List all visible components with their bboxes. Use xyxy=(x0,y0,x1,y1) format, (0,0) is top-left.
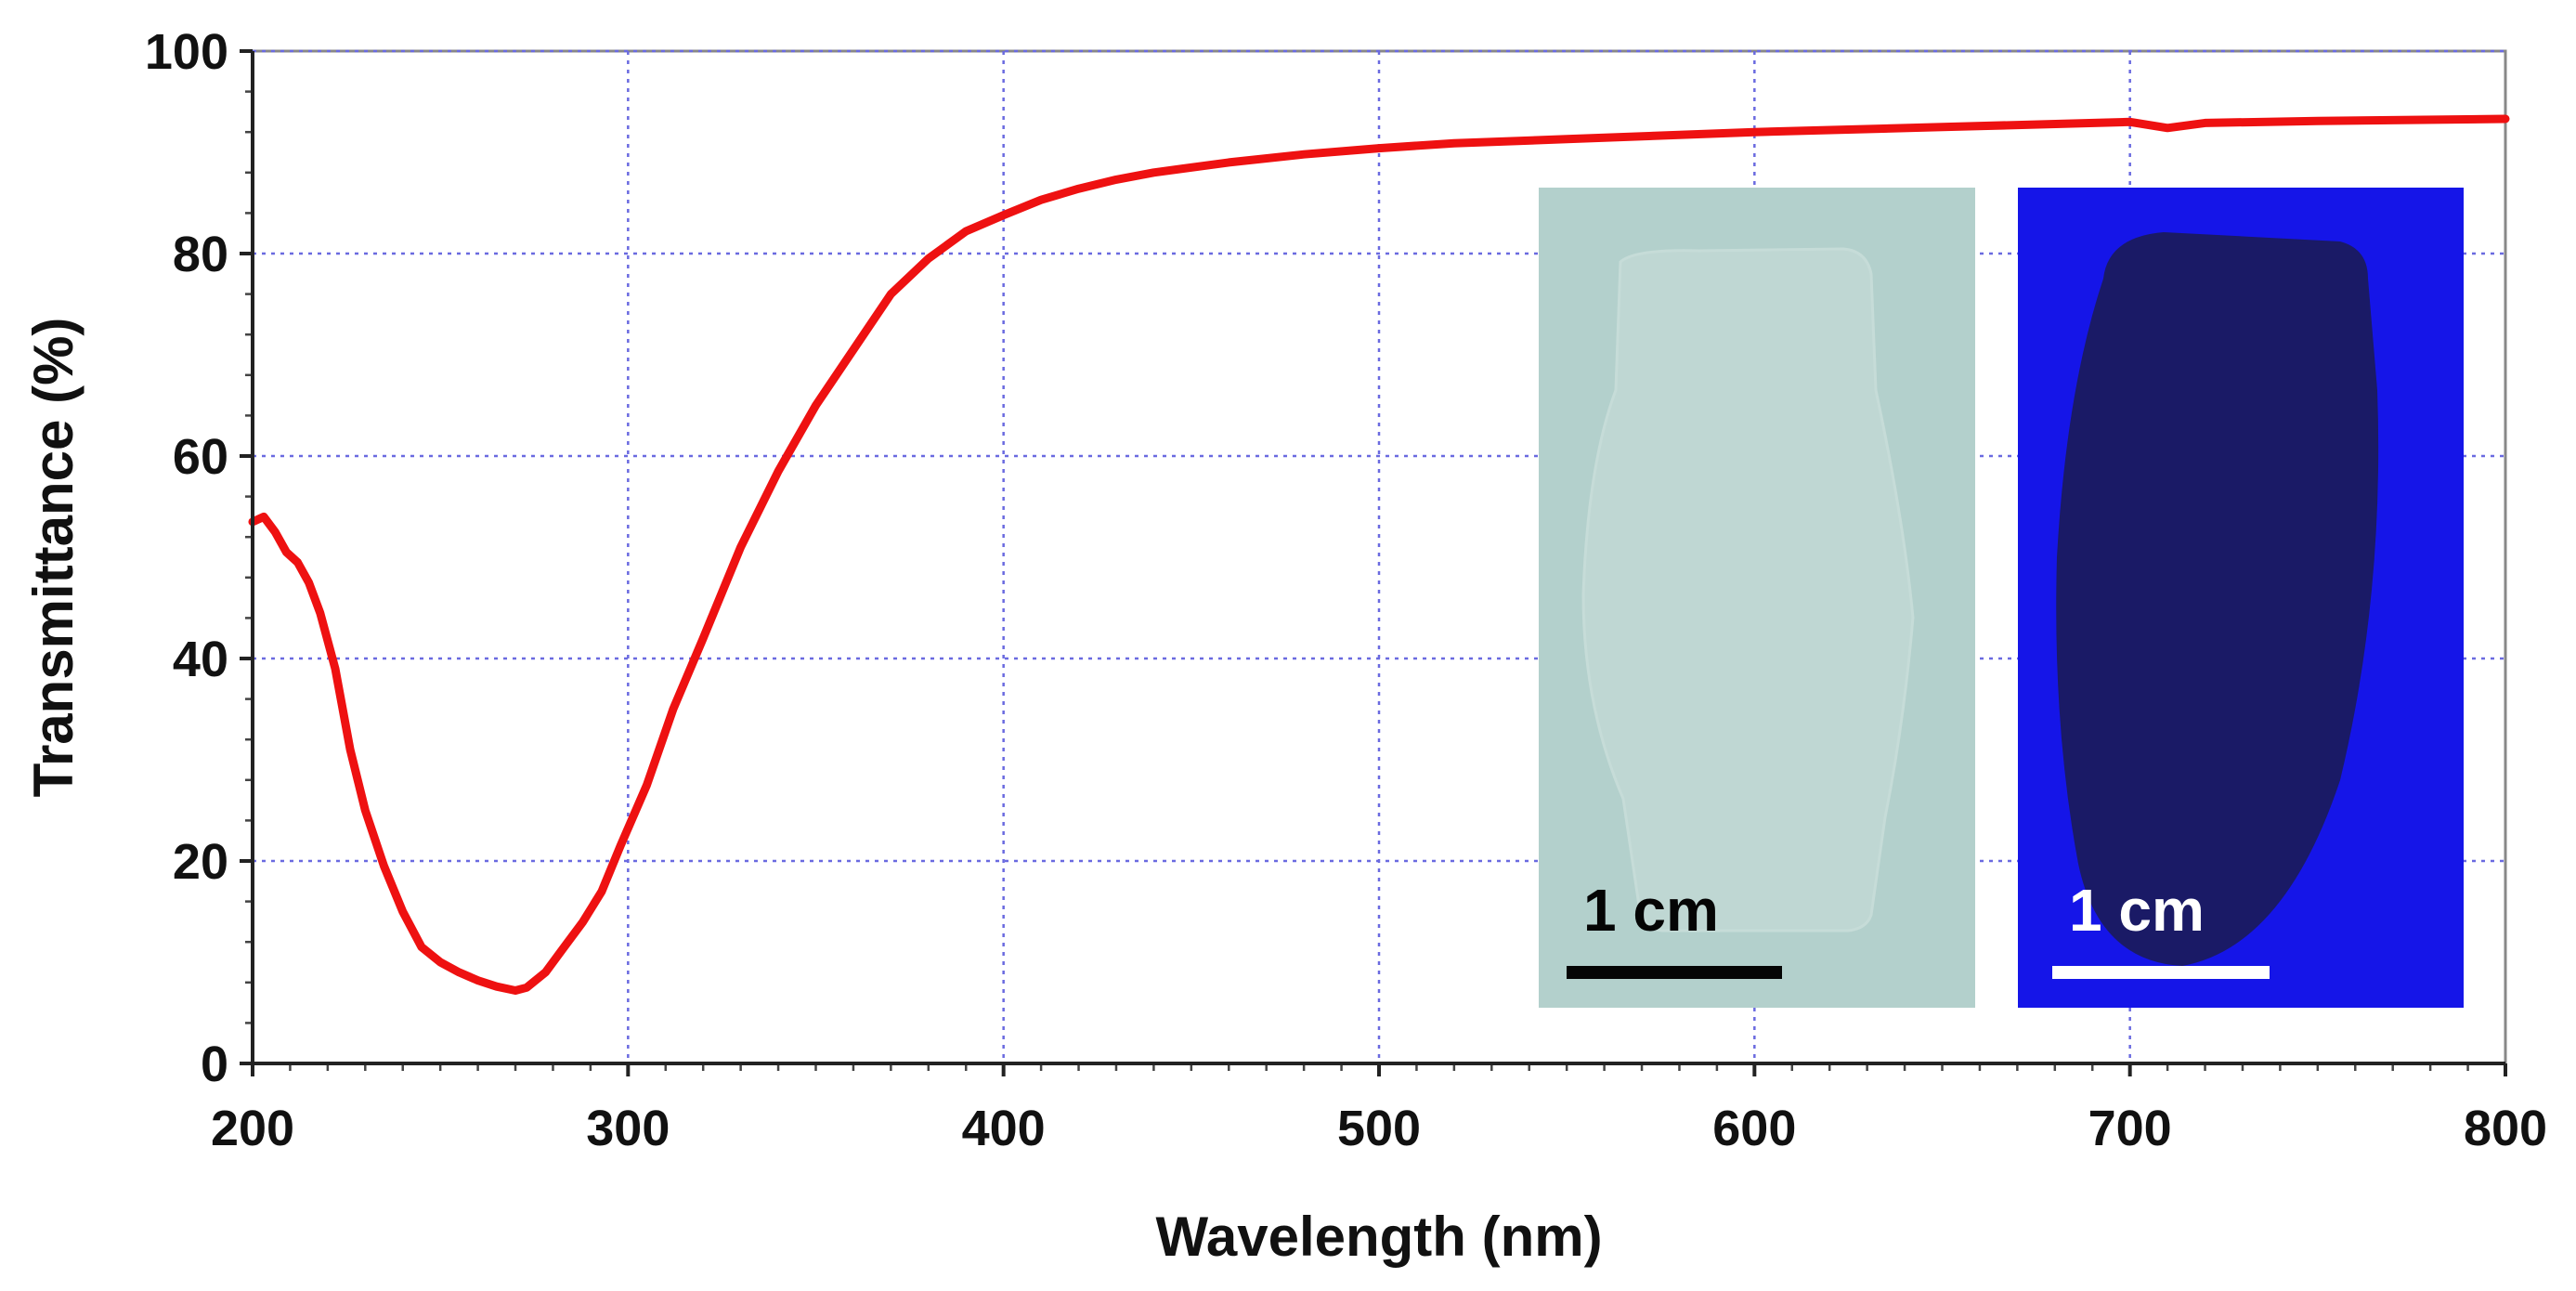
y-tick-label: 20 xyxy=(173,834,228,890)
x-axis-title: Wavelength (nm) xyxy=(1155,1206,1602,1268)
x-tick-label: 400 xyxy=(962,1101,1046,1156)
x-tick-label: 500 xyxy=(1337,1101,1421,1156)
y-tick-labels: 0 20 40 60 80 100 xyxy=(145,24,228,1092)
film-sample-uv xyxy=(2056,232,2379,966)
minor-ticks xyxy=(240,49,2507,1076)
scale-bar-black xyxy=(1567,966,1782,979)
scale-label-uv: 1 cm xyxy=(2069,877,2205,944)
x-tick-label: 200 xyxy=(211,1101,294,1156)
x-tick-label: 300 xyxy=(586,1101,670,1156)
y-tick-label: 40 xyxy=(173,632,228,687)
inset-photo-uv: 1 cm xyxy=(2018,188,2464,1008)
y-tick-label: 60 xyxy=(173,429,228,485)
y-axis-title: Transmittance (%) xyxy=(22,318,85,798)
y-tick-label: 0 xyxy=(201,1037,228,1092)
inset-photo-ambient: 1 cm xyxy=(1539,188,1975,1008)
x-tick-labels: 200 300 400 500 600 700 800 xyxy=(211,1101,2547,1156)
scale-label-ambient: 1 cm xyxy=(1583,877,1719,944)
x-tick-label: 700 xyxy=(2088,1101,2172,1156)
scale-bar-white xyxy=(2052,966,2270,979)
film-sample-ambient xyxy=(1581,247,1915,932)
y-tick-label: 80 xyxy=(173,227,228,282)
x-tick-label: 800 xyxy=(2464,1101,2547,1156)
transmittance-curve xyxy=(248,114,2510,995)
y-tick-label: 100 xyxy=(145,24,228,80)
x-tick-label: 600 xyxy=(1712,1101,1796,1156)
